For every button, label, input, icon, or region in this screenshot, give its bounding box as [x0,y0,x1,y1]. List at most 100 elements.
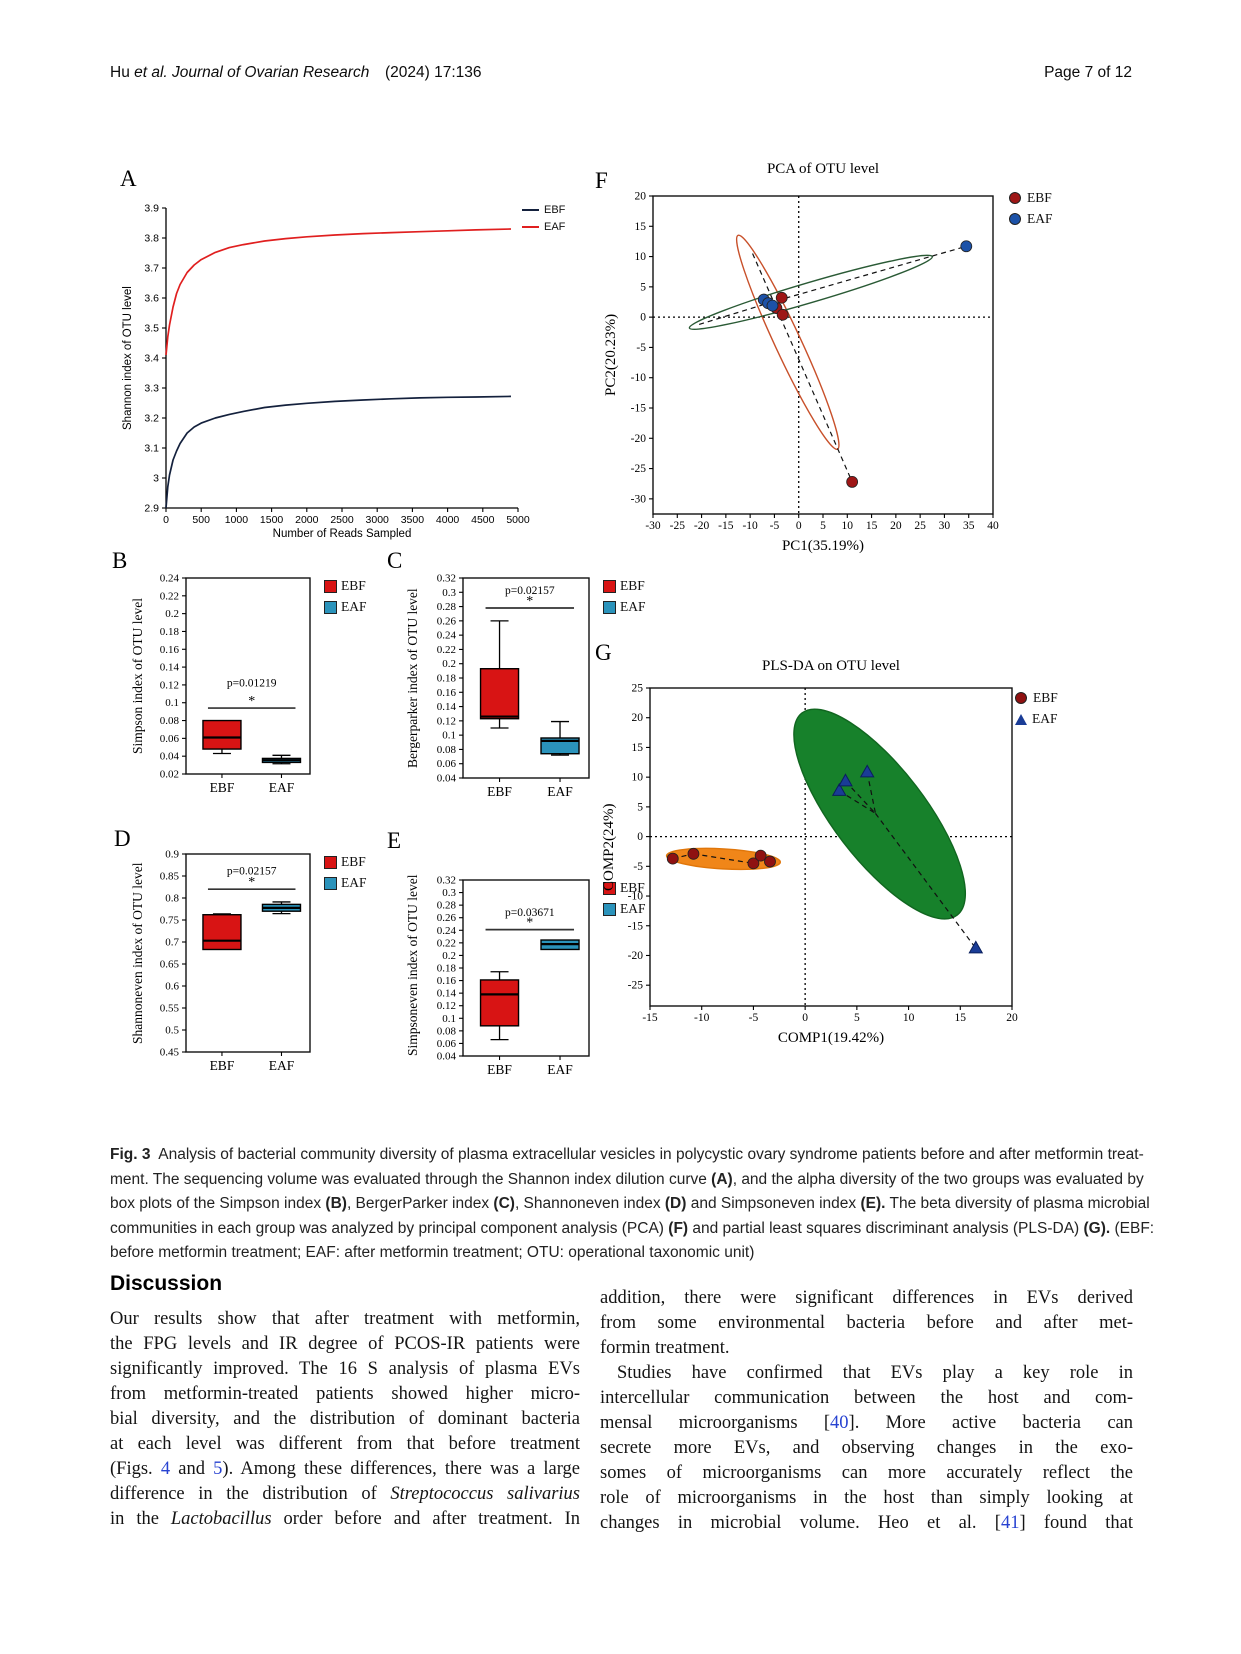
svg-text:0.55: 0.55 [160,1003,180,1015]
svg-text:0.18: 0.18 [437,963,457,975]
svg-text:5: 5 [637,801,643,813]
svg-text:0.7: 0.7 [165,937,179,949]
svg-text:-15: -15 [628,920,644,932]
text-segment: secrete more EVs, and observing changes … [600,1438,1133,1458]
svg-text:0.18: 0.18 [437,673,457,685]
text-segment: et al. Journal of Ovarian Research [134,64,370,81]
svg-text:10: 10 [903,1012,915,1024]
panel-a: A 2.9 3 3.1 3.2 3.3 3.4 3.5 3.6 3.7 3.8 3.9 0 500 100… [110,162,690,574]
svg-text:0.02: 0.02 [160,769,179,781]
svg-text:0.12: 0.12 [437,715,456,727]
citation-link[interactable]: 40 [830,1413,849,1433]
text-segment: before metformin treatment; EAF: after m… [110,1244,755,1261]
svg-text:3.9: 3.9 [144,203,159,215]
svg-text:0: 0 [163,514,169,526]
svg-text:p=0.02157: p=0.02157 [227,866,277,878]
panel-c-label: C [387,548,403,573]
text-segment: , Shannoneven index [514,1195,665,1212]
svg-text:40: 40 [987,520,999,532]
text-segment: Streptococcus salivarius [390,1484,580,1504]
svg-text:0.08: 0.08 [437,744,457,756]
svg-text:10: 10 [842,520,854,532]
legend-item-eaf: EAF [522,221,565,233]
panel-f-label: F [595,168,608,193]
discussion-right-column: addition, there were significant differe… [600,1286,1133,1536]
svg-text:0.26: 0.26 [437,615,457,627]
svg-text:20: 20 [1006,1012,1018,1024]
text-segment: (G). [1083,1219,1111,1237]
text-segment: (EBF: [1110,1219,1155,1237]
text-segment: formin treatment. [600,1338,730,1358]
svg-text:-20: -20 [631,433,647,445]
text-line: Studies have confirmed that EVs play a k… [600,1361,1133,1386]
svg-text:-25: -25 [628,980,644,992]
panel-g-x-axis-title: COMP1(19.42%) [777,1030,885,1046]
svg-text:0.8: 0.8 [165,893,179,905]
text-segment: (Figs. [110,1459,161,1479]
svg-text:0.16: 0.16 [437,687,457,699]
text-segment: at each level was different from that be… [110,1434,580,1454]
legend-label: EBF [1033,690,1058,705]
bergerparker-boxplot-chart: 0.04 0.06 0.08 0.1 0.12 0.14 0.16 0.18 0.2 0.22 0.… [437,573,590,799]
panel-b-legend: EBF EAF [324,578,367,620]
text-segment: , and the alpha diversity of the two gro… [732,1170,1144,1188]
legend-label: EBF [341,854,366,869]
citation-link[interactable]: 41 [1000,1513,1020,1533]
svg-text:-25: -25 [631,463,647,475]
legend-label: EAF [1027,211,1053,226]
panel-f-legend: EBF EAF [1009,190,1053,232]
svg-text:-25: -25 [670,520,686,532]
citation-link[interactable]: 4 [160,1459,171,1479]
header-citation: Hu et al. Journal of Ovarian Research [110,64,369,82]
svg-text:5000: 5000 [506,514,530,526]
svg-text:25: 25 [632,683,644,695]
legend-item-ebf: EBF [324,578,367,594]
legend-item-ebf: EBF [603,578,646,594]
svg-text:20: 20 [890,520,902,532]
svg-text:EAF: EAF [269,1058,295,1073]
svg-text:3.3: 3.3 [144,383,159,395]
text-segment: and Simpsoneven index [686,1195,861,1212]
svg-text:2.9: 2.9 [144,503,159,515]
svg-text:3: 3 [153,473,159,485]
text-segment: significantly improved. The 16 S analysi… [110,1359,580,1379]
text-segment: Our results show that after treatment wi… [110,1309,580,1329]
header-page-number: Page 7 of 12 [1044,64,1132,81]
text-line: Fig. 3 Analysis of bacterial community d… [110,1143,1144,1168]
svg-text:0.16: 0.16 [160,644,180,656]
text-segment: and [170,1459,214,1479]
text-segment: (E). [860,1195,886,1212]
citation-link[interactable]: 5 [213,1459,223,1479]
text-line: mensal microorganisms [40]. More active … [600,1411,1133,1436]
text-segment: difference in the distribution of [110,1484,391,1504]
svg-text:0.26: 0.26 [437,912,457,924]
svg-text:500: 500 [192,514,210,526]
svg-text:0: 0 [796,520,802,532]
text-line: ment. The sequencing volume was evaluate… [110,1168,1144,1193]
panel-a-x-axis-title: Number of Reads Sampled [272,528,412,540]
svg-text:2500: 2500 [330,514,354,526]
svg-text:0.5: 0.5 [165,1025,179,1037]
text-segment: addition, there were significant differe… [600,1288,1133,1308]
panel-e-legend: EBF EAF [603,880,646,922]
legend-item-eaf: EAF [1015,711,1058,727]
svg-text:0.65: 0.65 [160,959,180,971]
simpson-boxplot-chart: 0.02 0.04 0.06 0.08 0.1 0.12 0.14 0.16 0.18 0.2 0.… [160,573,311,795]
svg-text:3.7: 3.7 [144,263,159,275]
svg-text:0.1: 0.1 [442,1013,456,1025]
shannoneven-boxplot-chart: 0.45 0.5 0.55 0.6 0.65 0.7 0.75 0.8 0.85 0.9 EBF EA… [160,849,311,1073]
text-segment: changes in microbial volume. Heo et al. … [600,1513,1001,1533]
text-segment: ]. More active bacteria can [848,1413,1133,1433]
svg-text:-5: -5 [749,1012,759,1024]
line-swatch-icon [522,225,539,229]
legend-label: EAF [341,875,367,890]
legend-item-eaf: EAF [324,875,367,891]
svg-text:-10: -10 [631,372,647,384]
text-segment: bial diversity, and the distribution of … [110,1409,580,1429]
text-line: significantly improved. The 16 S analysi… [110,1357,580,1382]
legend-label: EAF [544,221,566,233]
simpsoneven-boxplot-chart: 0.040.060.080.10.120.140.160.180.20.220.… [437,875,590,1077]
svg-text:EAF: EAF [547,784,573,799]
svg-text:10: 10 [632,772,644,784]
